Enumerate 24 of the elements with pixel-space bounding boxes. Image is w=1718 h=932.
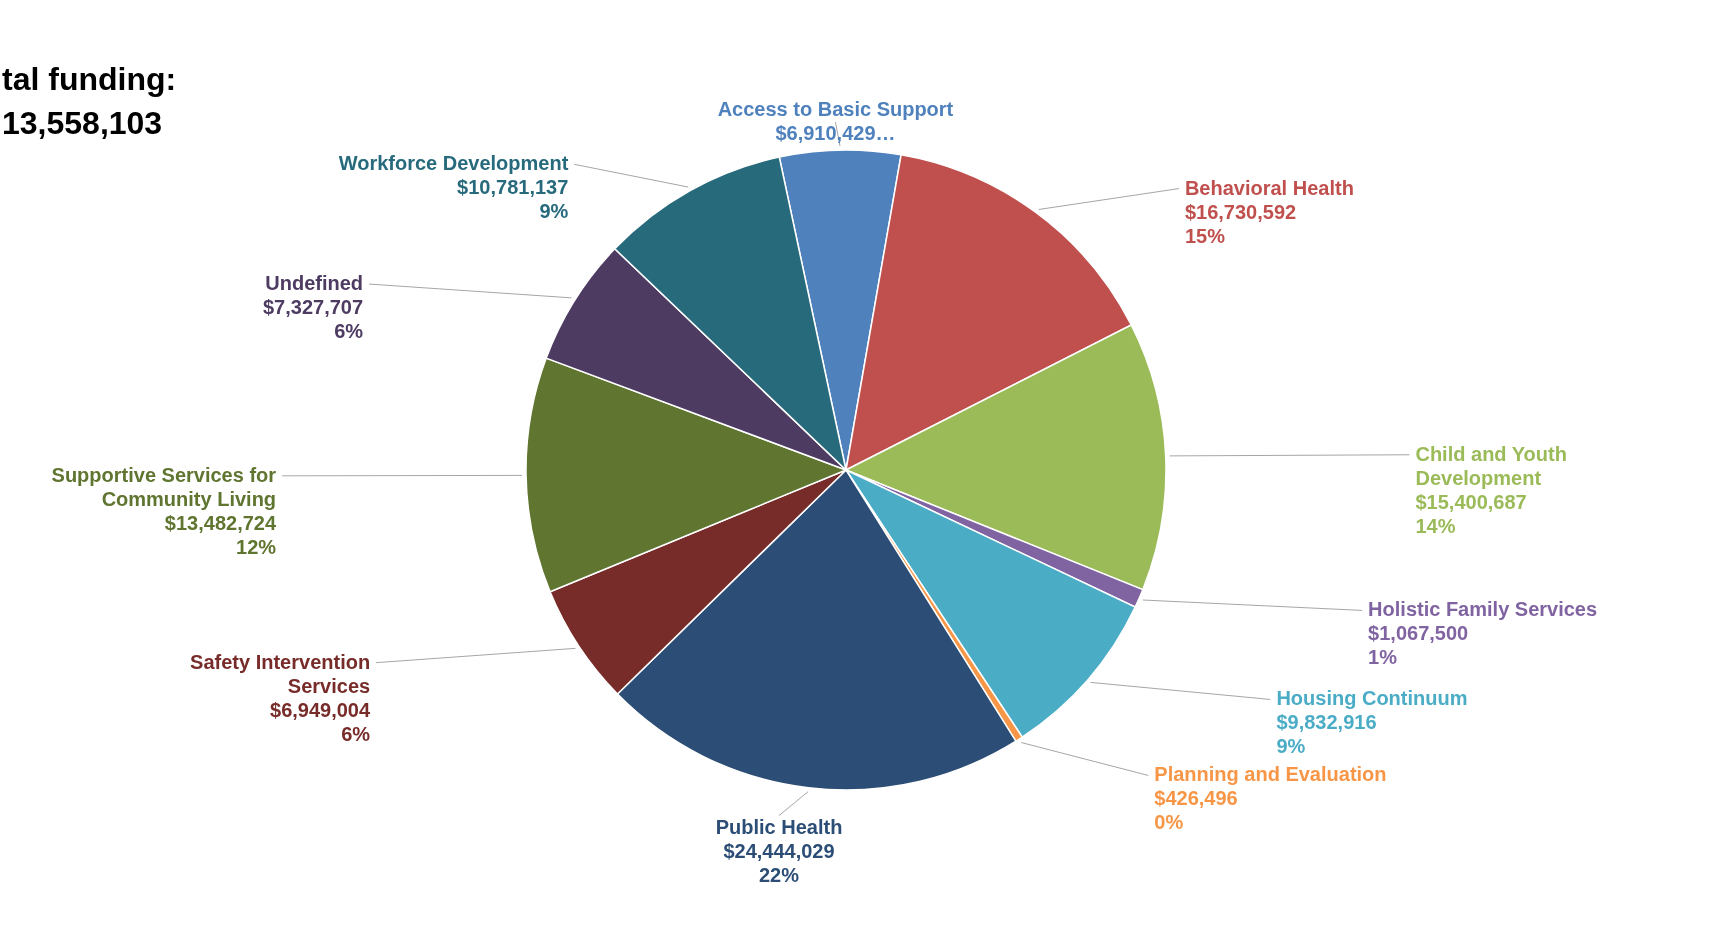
- data-label: $15,400,687 14%: [1415, 490, 1527, 537]
- data-label: $6,949,004 6%: [270, 698, 371, 745]
- slice-label: Public Health: [715, 815, 843, 838]
- data-label: $16,730,592 15%: [1184, 200, 1297, 247]
- slice-label: Behavioral Health: [1184, 176, 1354, 199]
- slice-label: Safety Intervention Services: [190, 650, 371, 697]
- data-label: $7,327,707 6%: [262, 296, 364, 343]
- slice-label: Undefined: [265, 272, 364, 295]
- text: 13,558,103: [2, 105, 163, 141]
- data-label: $13,482,724 12%: [164, 511, 277, 558]
- data-label: $10,781,137 9%: [457, 176, 569, 223]
- slice-label: Supportive Services for Community Living: [51, 463, 277, 510]
- data-label: $9,832,916 9%: [1276, 711, 1377, 758]
- text: tal funding:: [2, 61, 177, 97]
- data-label: $1,067,500 1%: [1368, 622, 1469, 669]
- data-label: $24,444,029 22%: [723, 839, 835, 886]
- slice-label: Child and Youth Development: [1415, 442, 1567, 489]
- slice-label: Workforce Development: [338, 152, 569, 175]
- data-label: $426,496 0%: [1154, 787, 1238, 834]
- data-label: $6,910,429…: [775, 122, 896, 145]
- slice-label: Access to Basic Support: [717, 98, 954, 121]
- slice-label: Planning and Evaluation: [1154, 763, 1387, 786]
- slice-label: Housing Continuum: [1276, 687, 1468, 710]
- slice-label: Holistic Family Services: [1368, 598, 1598, 621]
